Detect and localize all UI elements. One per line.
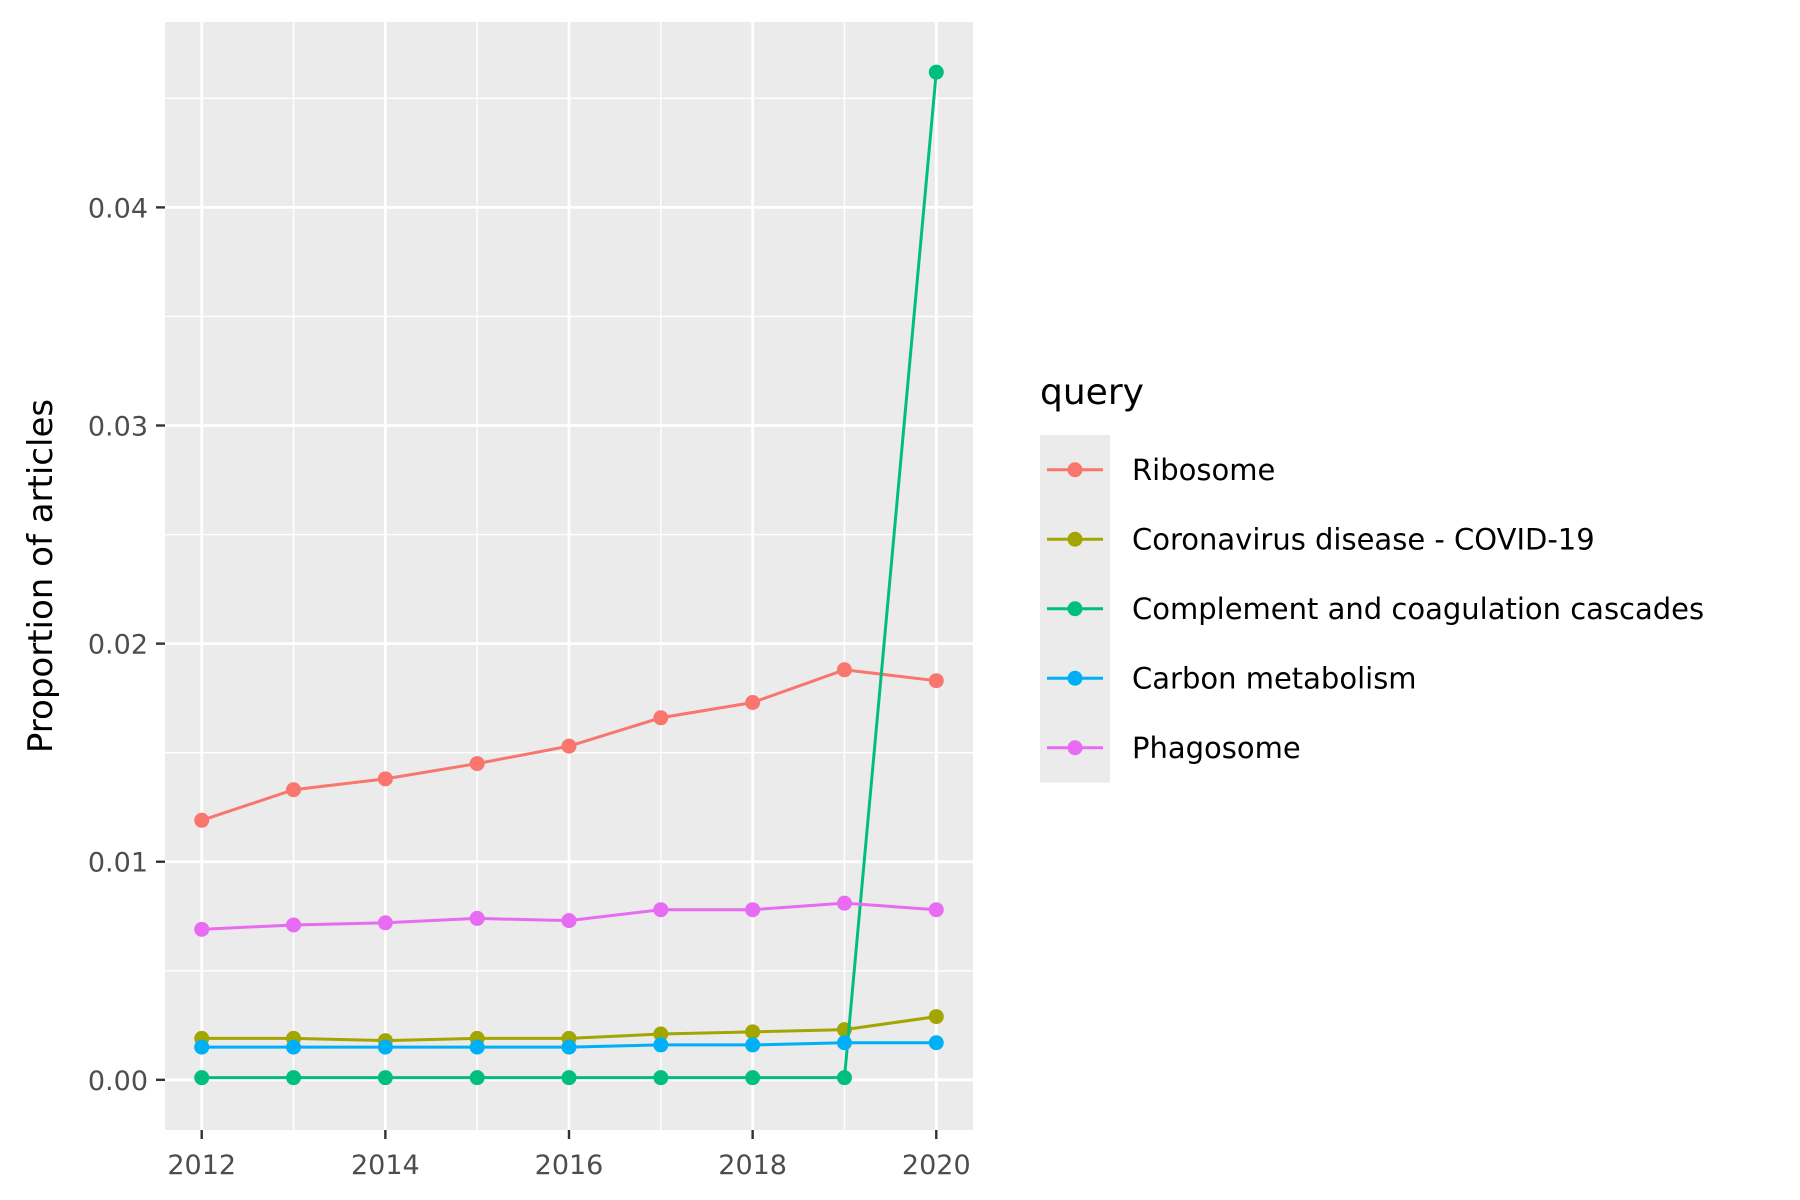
data-point bbox=[377, 1039, 393, 1055]
data-point bbox=[469, 1070, 485, 1086]
data-point bbox=[653, 1026, 669, 1042]
legend-label: Carbon metabolism bbox=[1132, 661, 1417, 695]
x-tick-label: 2018 bbox=[718, 1150, 787, 1181]
data-point bbox=[286, 1039, 302, 1055]
data-point bbox=[836, 662, 852, 678]
legend-key-point bbox=[1067, 601, 1083, 617]
data-point bbox=[561, 1070, 577, 1086]
legend-label: Complement and coagulation cascades bbox=[1132, 592, 1704, 626]
data-point bbox=[286, 1070, 302, 1086]
legend-item: Carbon metabolism bbox=[1047, 661, 1417, 695]
data-point bbox=[653, 710, 669, 726]
data-point bbox=[194, 921, 210, 937]
data-point bbox=[836, 895, 852, 911]
series-4 bbox=[194, 895, 944, 937]
legend-label: Ribosome bbox=[1132, 453, 1275, 487]
legend-key-point bbox=[1067, 462, 1083, 478]
y-axis-title: Proportion of articles bbox=[21, 399, 61, 753]
data-point bbox=[928, 902, 944, 918]
y-axis: 0.00 0.01 0.02 0.03 0.04 bbox=[88, 193, 165, 1097]
x-tick-label: 2020 bbox=[902, 1150, 971, 1181]
data-point bbox=[836, 1070, 852, 1086]
data-point bbox=[469, 1039, 485, 1055]
y-tick-label: 0.00 bbox=[88, 1066, 148, 1097]
data-point bbox=[745, 1070, 761, 1086]
legend-title: query bbox=[1040, 372, 1144, 413]
x-axis: 2012 2014 2016 2018 2020 bbox=[167, 1130, 971, 1181]
y-tick-label: 0.01 bbox=[88, 848, 148, 879]
data-point bbox=[194, 1070, 210, 1086]
data-point bbox=[745, 1037, 761, 1053]
legend-key-point bbox=[1067, 670, 1083, 686]
legend-item: Ribosome bbox=[1047, 453, 1275, 487]
series-0 bbox=[194, 662, 944, 828]
y-tick-label: 0.02 bbox=[88, 630, 148, 661]
data-point bbox=[928, 64, 944, 80]
data-point bbox=[745, 902, 761, 918]
data-point bbox=[194, 812, 210, 828]
legend-key-point bbox=[1067, 531, 1083, 547]
x-tick-label: 2014 bbox=[351, 1150, 420, 1181]
data-point bbox=[469, 756, 485, 772]
data-point bbox=[653, 1070, 669, 1086]
x-tick-label: 2016 bbox=[535, 1150, 604, 1181]
data-point bbox=[928, 1035, 944, 1051]
legend-item: Coronavirus disease - COVID-19 bbox=[1047, 522, 1595, 556]
data-point bbox=[745, 1024, 761, 1040]
data-point bbox=[653, 902, 669, 918]
data-point bbox=[928, 1009, 944, 1025]
data-point bbox=[194, 1039, 210, 1055]
data-point bbox=[928, 673, 944, 689]
data-point bbox=[377, 771, 393, 787]
legend: Ribosome Coronavirus disease - COVID-19 Co… bbox=[1040, 435, 1704, 783]
legend-item: Phagosome bbox=[1047, 731, 1301, 765]
data-point bbox=[561, 1039, 577, 1055]
legend-label: Phagosome bbox=[1132, 731, 1301, 765]
data-point bbox=[836, 1035, 852, 1051]
legend-item: Complement and coagulation cascades bbox=[1047, 592, 1704, 626]
legend-label: Coronavirus disease - COVID-19 bbox=[1132, 522, 1595, 556]
legend-key-point bbox=[1067, 740, 1083, 756]
data-point bbox=[653, 1037, 669, 1053]
series-2 bbox=[194, 64, 944, 1086]
data-point bbox=[561, 738, 577, 754]
series-layer bbox=[194, 64, 944, 1086]
series-3 bbox=[194, 1035, 944, 1055]
data-point bbox=[377, 1070, 393, 1086]
data-point bbox=[286, 782, 302, 798]
data-point bbox=[377, 915, 393, 931]
y-tick-label: 0.04 bbox=[88, 193, 148, 224]
data-point bbox=[561, 913, 577, 929]
data-point bbox=[745, 695, 761, 711]
data-point bbox=[469, 910, 485, 926]
data-point bbox=[286, 917, 302, 933]
x-tick-label: 2012 bbox=[167, 1150, 236, 1181]
y-tick-label: 0.03 bbox=[88, 412, 148, 443]
